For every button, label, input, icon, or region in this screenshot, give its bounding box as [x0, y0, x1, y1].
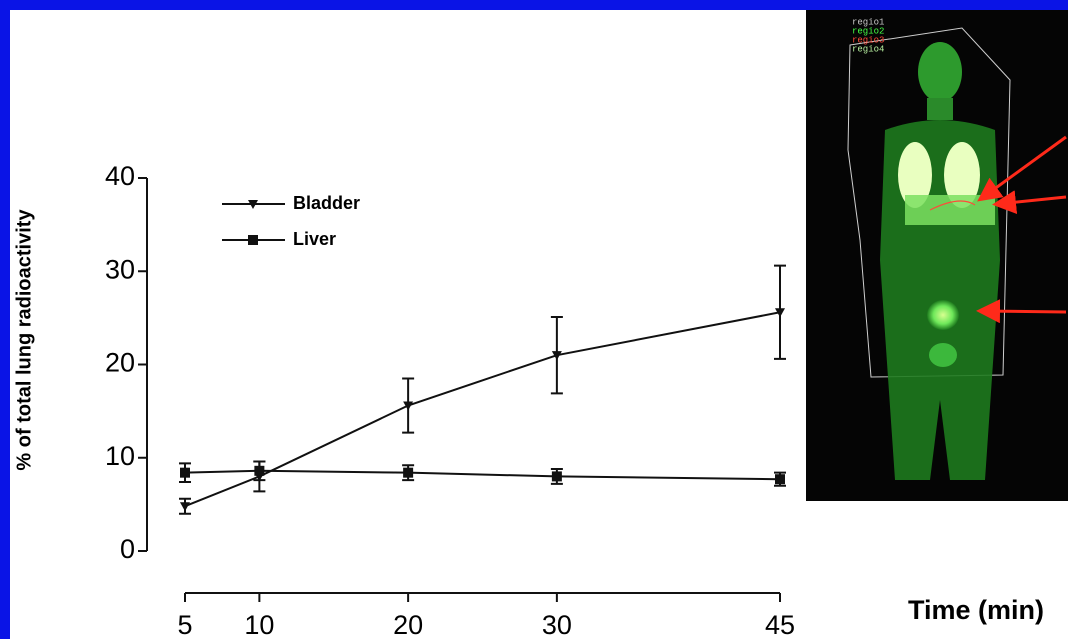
y-tick-label: 0 [120, 534, 135, 564]
y-tick-label: 30 [105, 254, 135, 284]
x-tick-label: 5 [177, 610, 192, 639]
marker [254, 466, 264, 476]
y-tick-label: 10 [105, 441, 135, 471]
marker [403, 468, 413, 478]
legend-label: Liver [293, 229, 336, 249]
marker [248, 235, 258, 245]
x-tick-label: 10 [244, 610, 274, 639]
legend-label: Bladder [293, 193, 360, 213]
x-tick-label: 30 [542, 610, 572, 639]
y-axis-label: % of total lung radioactivity [13, 209, 35, 471]
x-axis-label: Time (min) [908, 595, 1044, 625]
chart: regio1regio2regio3regio4 % of total lung… [0, 0, 1068, 639]
slide: regio1regio2regio3regio4 % of total lung… [0, 0, 1068, 639]
marker [180, 468, 190, 478]
region-label: regio4 [852, 44, 884, 54]
scan-image [806, 10, 1068, 501]
marker [775, 474, 785, 484]
marker [552, 471, 562, 481]
x-tick-label: 45 [765, 610, 795, 639]
y-tick-label: 40 [105, 161, 135, 191]
y-tick-label: 20 [105, 348, 135, 378]
x-tick-label: 20 [393, 610, 423, 639]
